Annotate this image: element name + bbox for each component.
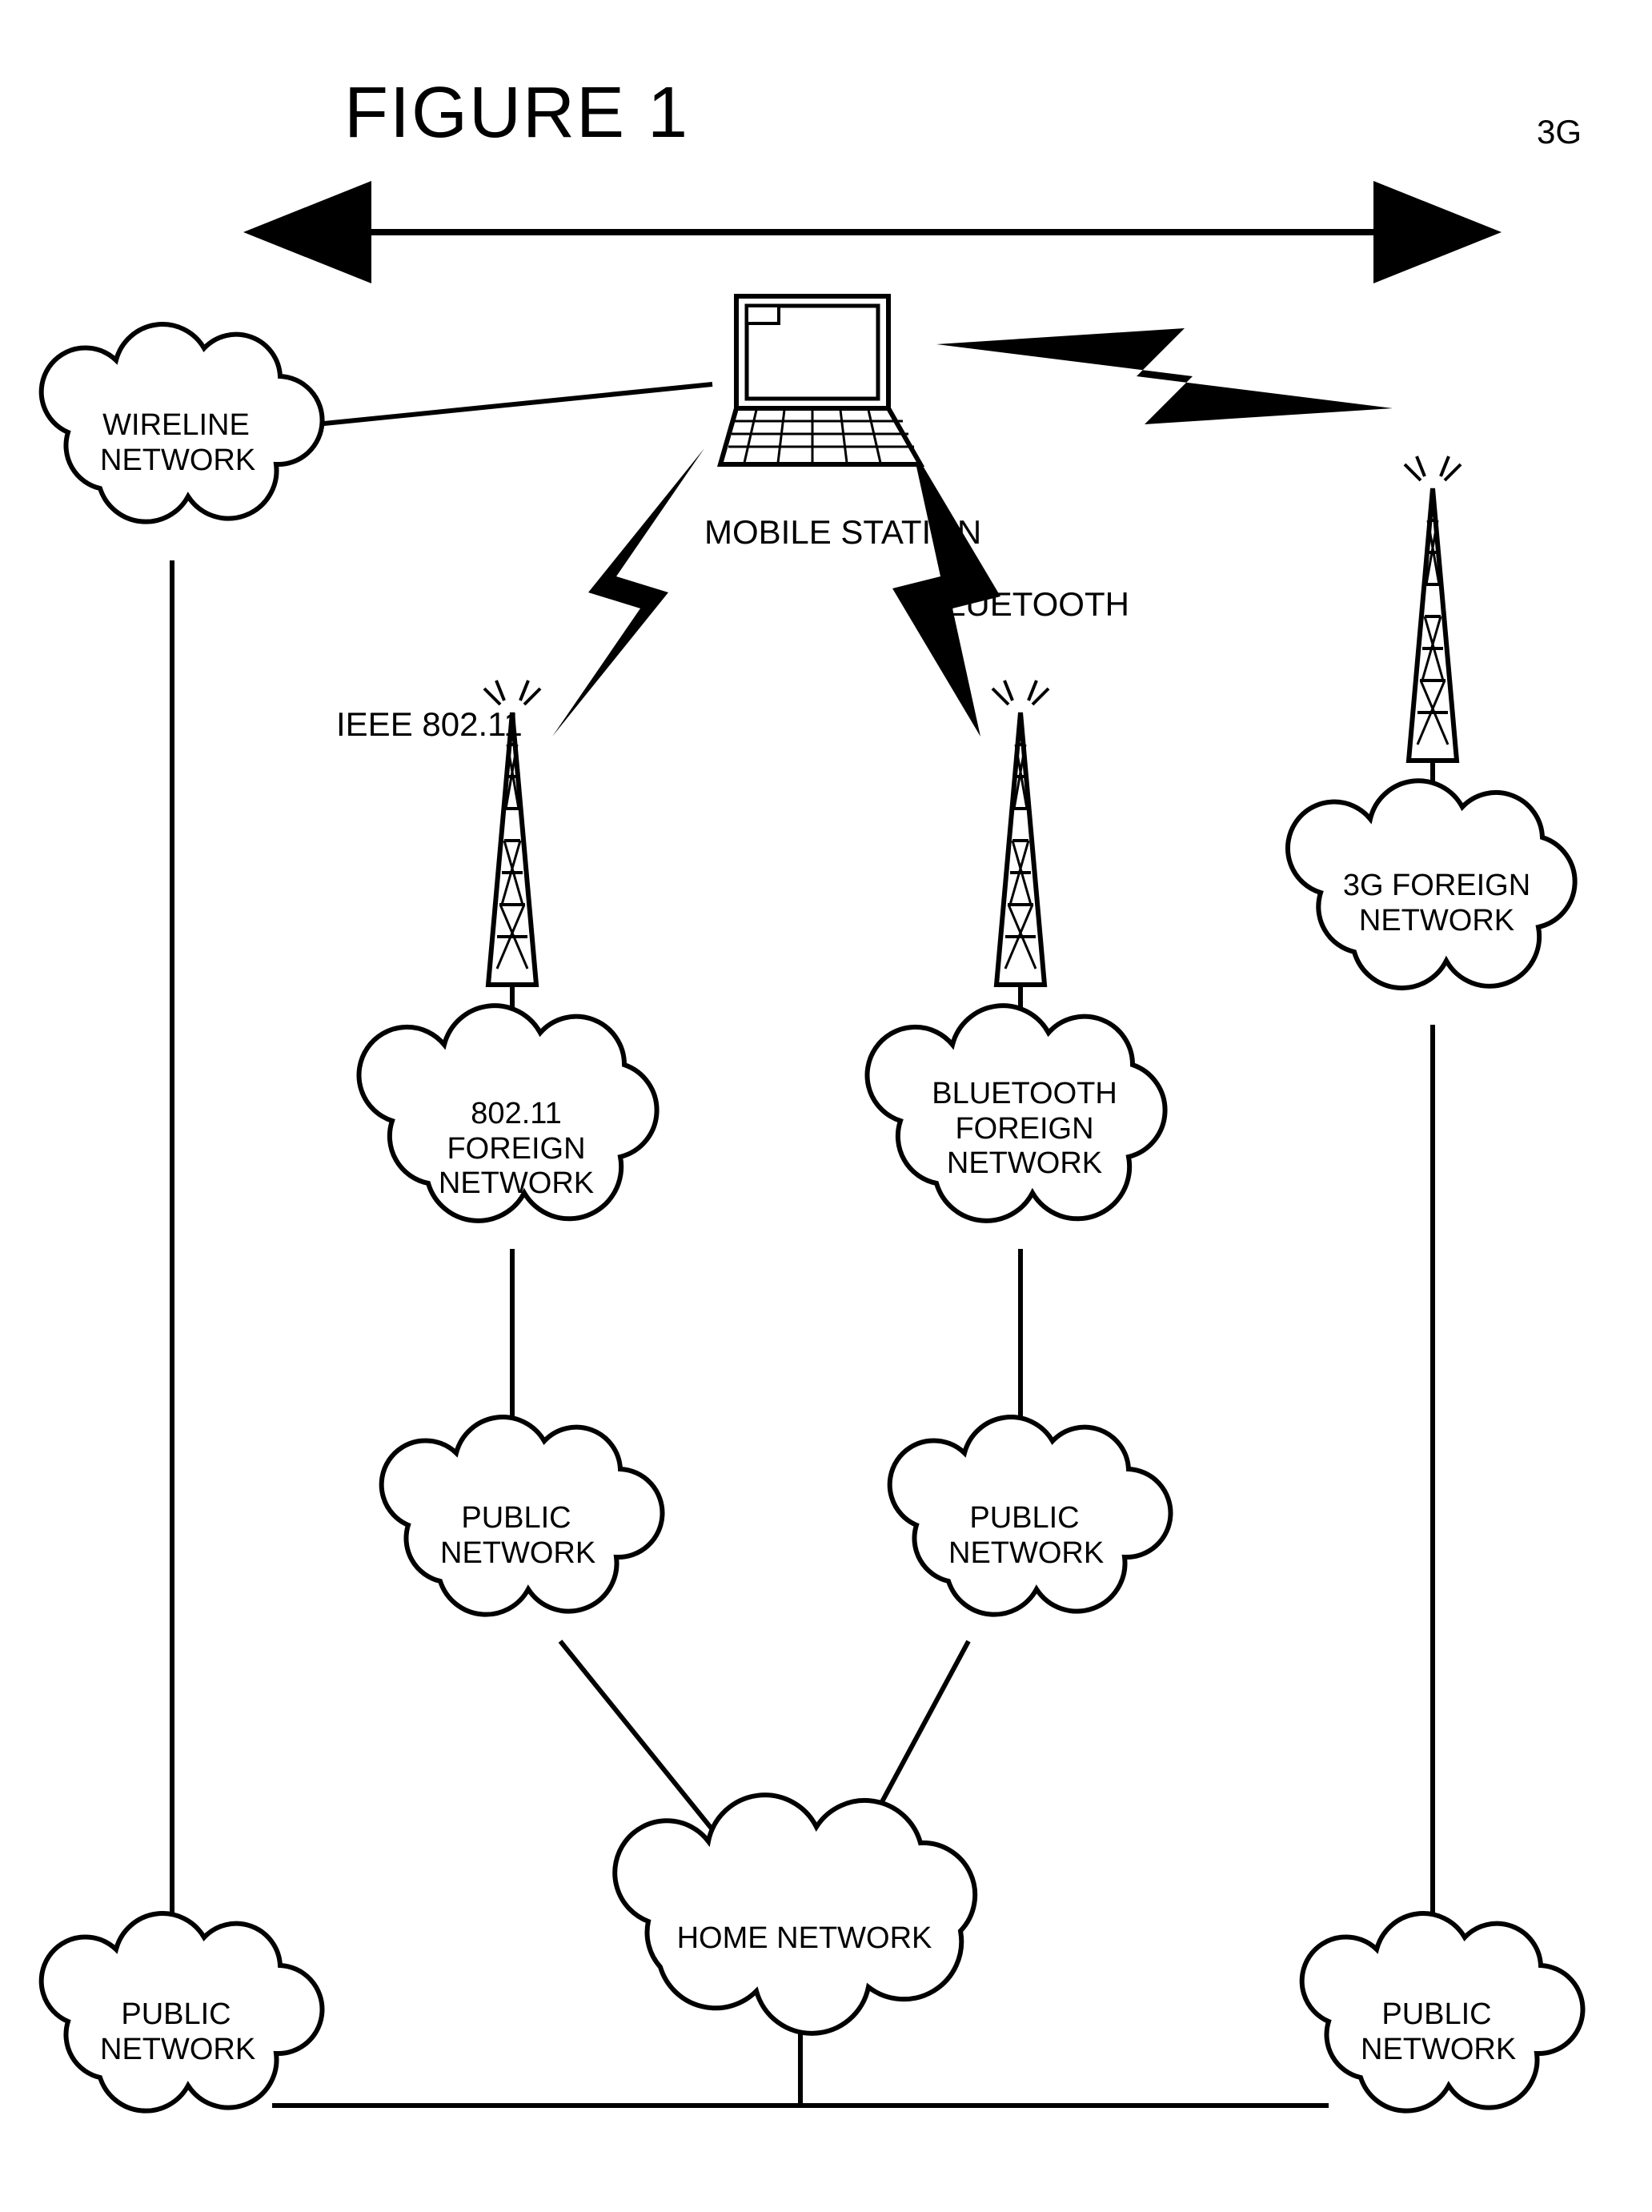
three-g-label: 3G [1537, 112, 1582, 152]
tower-3g [1405, 456, 1461, 761]
wireline-cloud-label: WIRELINE NETWORK [100, 408, 252, 478]
public-4-cloud-label: PUBLIC NETWORK [1361, 1997, 1513, 2067]
public-1-cloud-label: PUBLIC NETWORK [100, 1997, 252, 2067]
tower-bluetooth [992, 680, 1049, 985]
mobile-station-label: MOBILE STATION [704, 512, 981, 552]
bolt-80211 [552, 448, 704, 737]
ieee-80211-label: IEEE 802.11 [336, 705, 523, 745]
figure-title: FIGURE 1 [344, 72, 689, 155]
foreign-80211-cloud-label: 802.11 FOREIGN NETWORK [400, 1097, 632, 1202]
bluetooth-label: BLUETOOTH [924, 584, 1129, 624]
bolt-3g [936, 328, 1393, 424]
home-cloud [615, 1795, 975, 2033]
home-cloud-label: HOME NETWORK [668, 1921, 940, 1957]
public-3-cloud-label: PUBLIC NETWORK [948, 1501, 1101, 1571]
mobile-station-icon [720, 296, 920, 464]
foreign-3g-cloud-label: 3G FOREIGN NETWORK [1337, 869, 1537, 938]
public-2-cloud-label: PUBLIC NETWORK [440, 1501, 592, 1571]
network-diagram [0, 0, 1652, 2212]
foreign-bt-cloud-label: BLUETOOTH FOREIGN NETWORK [920, 1077, 1129, 1182]
